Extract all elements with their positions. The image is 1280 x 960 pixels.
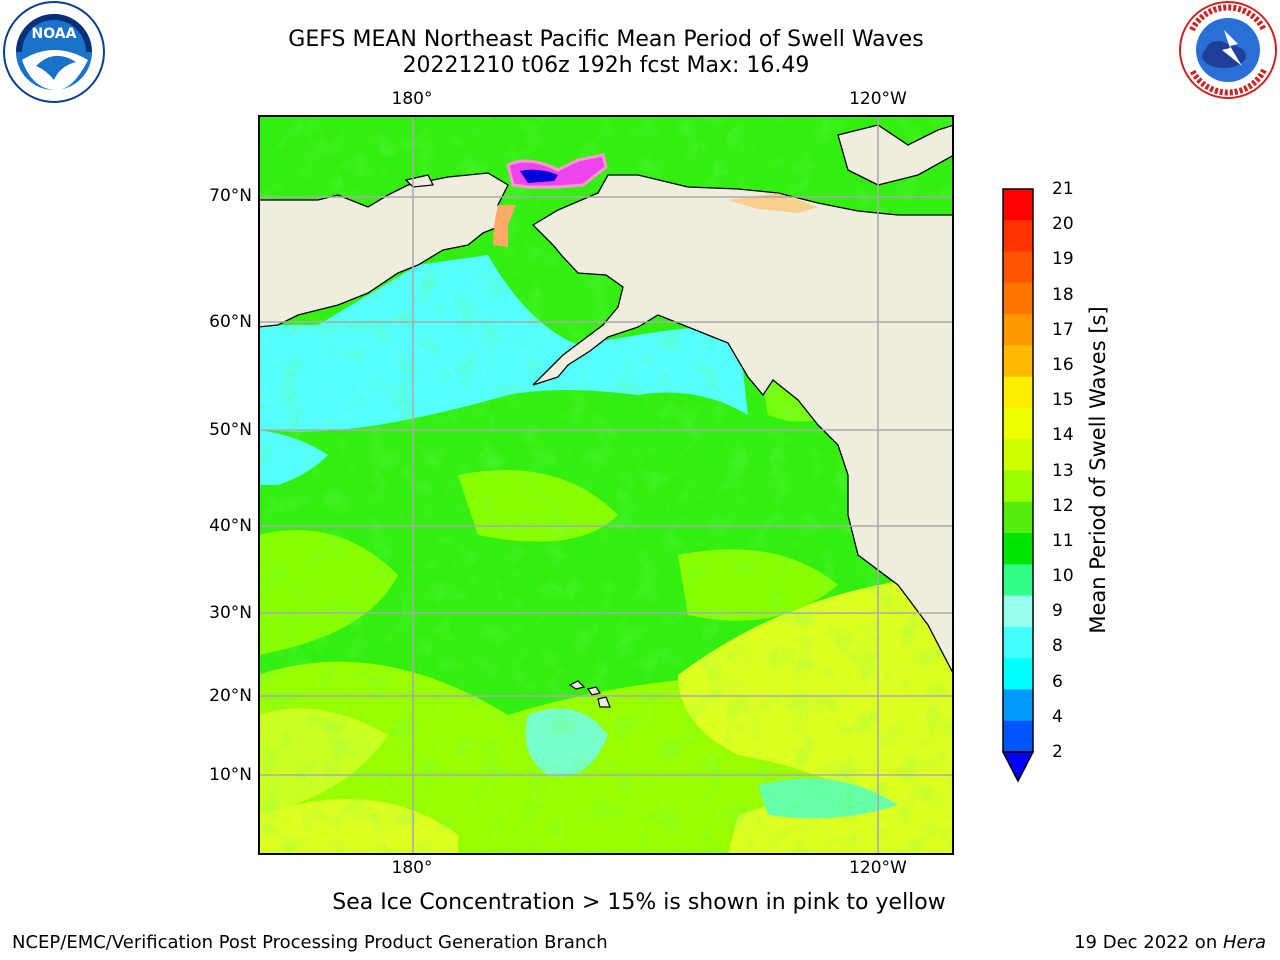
footer-branch: NCEP/EMC/Verification Post Processing Pr… [12, 932, 608, 953]
svg-text:NOAA: NOAA [32, 26, 77, 42]
colorbar-tick-label: 18 [1052, 284, 1074, 305]
colorbar-segment [1003, 345, 1033, 378]
colorbar-segment [1003, 407, 1033, 440]
colorbar-segment [1003, 189, 1033, 221]
chart-title: GEFS MEAN Northeast Pacific Mean Period … [288, 27, 924, 52]
colorbar [1001, 188, 1035, 783]
colorbar-tick-label: 2 [1052, 742, 1063, 762]
colorbar-tick-label: 19 [1052, 249, 1074, 270]
lon-label-top-120w: 120°W [849, 89, 907, 109]
colorbar-tick-label: 15 [1052, 390, 1074, 411]
colorbar-segment [1003, 376, 1033, 409]
lat-label-30n: 30°N [209, 603, 252, 623]
colorbar-segment [1003, 314, 1033, 346]
colorbar-segment [1003, 470, 1033, 503]
sea-ice-ne [728, 193, 818, 213]
colorbar-tick-label: 4 [1052, 706, 1063, 727]
colorbar-tick-label: 17 [1052, 319, 1074, 340]
colorbar-label: Mean Period of Swell Waves [s] [1086, 306, 1110, 634]
footer-host: Hera [1222, 932, 1266, 953]
lat-label-70n: 70°N [209, 186, 252, 206]
colorbar-segment [1003, 282, 1033, 315]
land-alaska [531, 174, 954, 676]
colorbar-tick-label: 13 [1052, 460, 1074, 481]
sea-ice-note: Sea Ice Concentration > 15% is shown in … [332, 890, 946, 915]
land-hawaii [568, 680, 611, 708]
map-panel [258, 115, 954, 855]
lat-label-20n: 20°N [209, 686, 252, 706]
lon-label-bottom-180: 180° [391, 858, 433, 878]
colorbar-tick-label: 14 [1052, 425, 1074, 446]
chart-subtitle: 20221210 t06z 192h fcst Max: 16.49 [402, 53, 810, 78]
colorbar-extend-triangle [1001, 751, 1035, 783]
colorbar-tick-label: 8 [1052, 636, 1063, 657]
colorbar-tick-label: 11 [1052, 530, 1074, 551]
colorbar-tick-label: 12 [1052, 495, 1074, 516]
colorbar-segment [1003, 689, 1033, 722]
colorbar-tick-label: 16 [1052, 354, 1074, 375]
colorbar-segment [1003, 564, 1033, 597]
sea-ice-core [520, 169, 558, 183]
colorbar-segment [1003, 533, 1033, 565]
lat-label-60n: 60°N [209, 312, 252, 332]
lat-label-10n: 10°N [209, 765, 252, 785]
colorbar-segment [1003, 251, 1033, 284]
nws-logo [1179, 1, 1277, 99]
colorbar-segment [1003, 658, 1033, 690]
footer-date: 19 Dec 2022 on Hera [1074, 932, 1266, 953]
lon-label-bottom-120w: 120°W [849, 858, 907, 878]
lon-label-top-180: 180° [391, 89, 433, 109]
lat-label-50n: 50°N [209, 420, 252, 440]
land-arctic-islands [837, 124, 954, 186]
colorbar-tick-label: 10 [1052, 566, 1074, 587]
footer-date-text: 19 Dec 2022 on [1074, 932, 1223, 953]
colorbar-segment [1003, 595, 1033, 628]
graticule [258, 115, 954, 855]
colorbar-segment [1003, 439, 1033, 471]
colorbar-tick-label: 9 [1052, 601, 1063, 622]
land-siberia [258, 172, 509, 328]
colorbar-segment [1003, 626, 1033, 659]
colorbar-tick-label: 6 [1052, 671, 1063, 692]
colorbar-segment [1003, 720, 1033, 753]
colorbar-segment [1003, 501, 1033, 534]
colorbar-segment [1003, 220, 1033, 253]
sea-ice-strait [493, 205, 516, 247]
noaa-logo: NOAA [3, 1, 105, 103]
colorbar-tick-label: 21 [1052, 179, 1074, 199]
colorbar-tick-label: 20 [1052, 214, 1074, 235]
lat-label-40n: 40°N [209, 516, 252, 536]
